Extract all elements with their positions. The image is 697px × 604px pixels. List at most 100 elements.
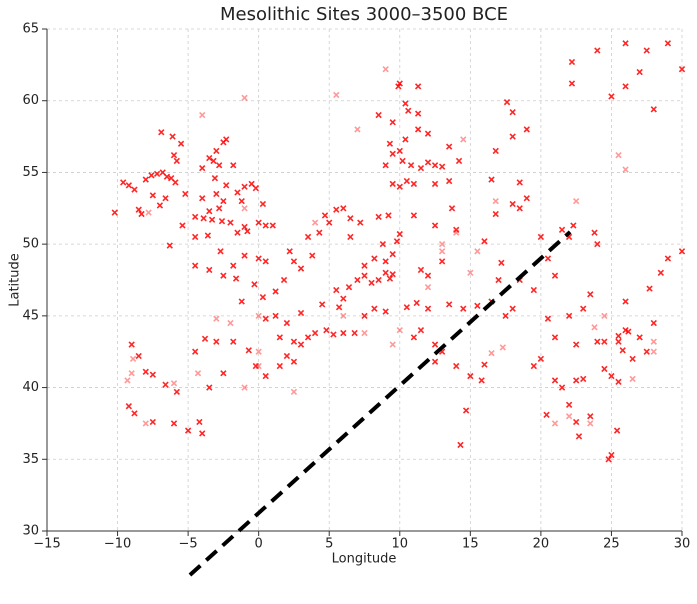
site-point <box>230 162 237 169</box>
site-point <box>403 304 410 311</box>
site-point <box>474 248 481 255</box>
site-point <box>371 255 378 262</box>
site-point <box>192 213 199 221</box>
site-point <box>587 291 594 298</box>
site-point <box>570 222 577 229</box>
site-point <box>551 377 559 384</box>
site-point <box>241 183 248 190</box>
site-point <box>478 377 485 384</box>
site-point <box>492 197 499 205</box>
site-point <box>252 362 260 370</box>
site-point <box>368 279 375 287</box>
site-point <box>297 341 305 348</box>
site-point <box>241 205 248 212</box>
site-point <box>678 248 686 255</box>
site-point <box>345 284 353 291</box>
site-point <box>335 304 343 311</box>
site-point <box>386 140 394 147</box>
site-point <box>135 206 142 213</box>
site-point <box>495 276 502 284</box>
site-point <box>396 147 403 155</box>
site-point <box>389 180 396 188</box>
site-point <box>283 352 291 360</box>
site-point <box>361 272 368 279</box>
site-point <box>255 362 262 370</box>
site-point <box>120 179 127 186</box>
site-point <box>650 106 657 113</box>
site-point <box>200 215 207 222</box>
site-point <box>361 329 368 337</box>
site-point <box>410 212 418 219</box>
site-point <box>446 177 453 185</box>
site-point <box>455 157 463 165</box>
site-point <box>502 312 509 320</box>
site-point <box>269 222 276 229</box>
site-point <box>537 233 545 241</box>
site-point <box>135 352 142 360</box>
site-point <box>232 275 240 282</box>
y-tick-label: 55 <box>22 165 39 180</box>
site-point <box>241 384 248 391</box>
site-point <box>615 332 622 340</box>
site-point <box>568 58 576 66</box>
site-point <box>255 348 262 355</box>
site-point <box>396 183 403 190</box>
site-point <box>251 281 258 288</box>
site-point <box>438 240 446 248</box>
x-tick-label: 30 <box>674 537 691 552</box>
site-point <box>192 262 199 269</box>
site-point <box>173 157 180 165</box>
site-point <box>351 329 358 337</box>
site-point <box>217 248 224 255</box>
y-tick-label: 30 <box>22 524 39 539</box>
site-point <box>213 190 220 198</box>
site-point <box>481 361 488 368</box>
site-point <box>340 295 347 302</box>
site-point <box>382 308 389 315</box>
site-point <box>587 413 594 420</box>
site-point <box>389 251 396 258</box>
site-point <box>414 110 422 117</box>
site-point <box>206 266 213 274</box>
site-point <box>142 368 149 375</box>
site-point <box>128 341 135 348</box>
site-point <box>201 335 209 342</box>
site-point <box>619 347 626 354</box>
site-point <box>245 347 252 354</box>
site-point <box>192 233 199 241</box>
site-point <box>664 40 672 47</box>
site-point <box>211 175 219 182</box>
site-point <box>262 315 269 322</box>
site-point <box>453 229 460 236</box>
site-point <box>173 388 180 396</box>
site-point <box>371 305 378 312</box>
site-point <box>389 341 396 348</box>
site-point <box>431 341 439 348</box>
site-point <box>290 258 298 265</box>
site-point <box>234 229 241 236</box>
site-point <box>622 83 629 90</box>
site-point <box>290 388 298 396</box>
site-point <box>424 130 432 137</box>
site-point <box>199 111 206 119</box>
x-tick-label: 5 <box>325 537 333 552</box>
site-point <box>402 136 409 143</box>
site-point <box>625 328 632 335</box>
site-point <box>385 212 392 219</box>
site-point <box>316 229 323 236</box>
site-point <box>199 164 206 172</box>
site-point <box>457 441 464 449</box>
site-point <box>396 80 403 87</box>
site-point <box>643 348 650 355</box>
site-point <box>309 252 316 259</box>
site-point <box>460 136 467 143</box>
site-point <box>575 433 583 440</box>
site-point <box>551 420 559 427</box>
site-point <box>340 312 347 320</box>
site-point <box>573 197 580 205</box>
site-point <box>587 420 594 427</box>
site-point <box>354 276 361 284</box>
site-point <box>145 209 152 216</box>
y-tick-label: 50 <box>22 237 39 252</box>
site-point <box>488 349 495 357</box>
